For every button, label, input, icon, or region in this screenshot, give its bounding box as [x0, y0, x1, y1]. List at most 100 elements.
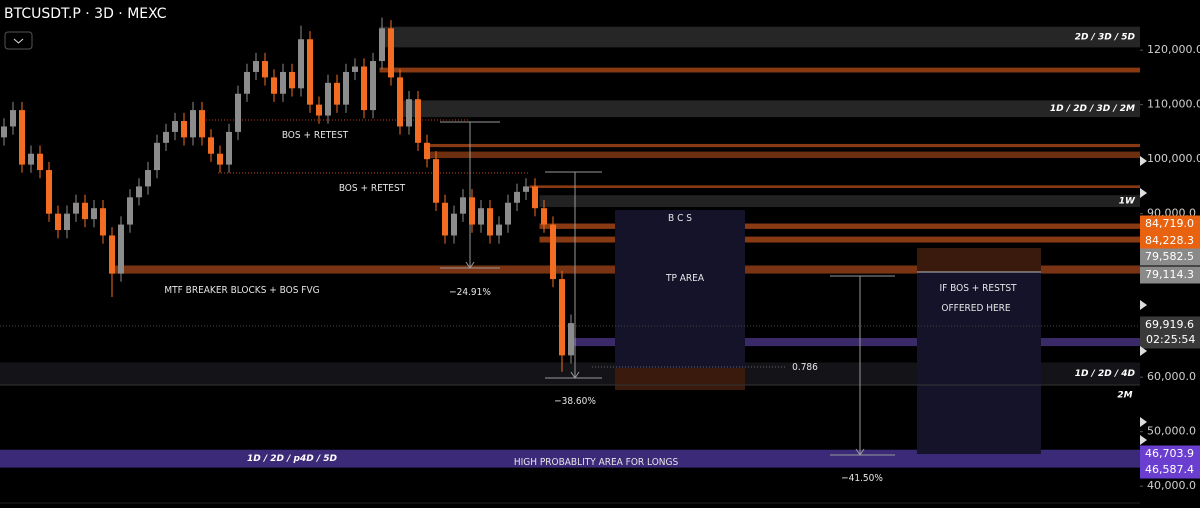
zone: [379, 67, 1141, 73]
price-label-box: [1140, 445, 1200, 463]
y-tick-label: 50,000.0: [1147, 425, 1196, 438]
zone: [429, 151, 1141, 159]
candle-body: [145, 170, 151, 187]
annotation: TP AREA: [665, 273, 705, 284]
candle-body: [199, 110, 205, 138]
candle-body: [28, 153, 34, 165]
edge-marker: [1140, 435, 1147, 445]
candle-body: [64, 213, 70, 231]
candle-body: [343, 71, 349, 105]
candle-body: [1, 126, 7, 138]
candle-body: [532, 186, 538, 209]
candle-body: [82, 202, 88, 220]
price-label: 84,719.0: [1145, 217, 1194, 230]
candle-body: [559, 279, 565, 356]
candle-body: [568, 323, 574, 356]
candle-body: [478, 208, 484, 225]
candle-body: [352, 66, 358, 72]
candle-body: [190, 110, 196, 138]
candle-body: [370, 61, 376, 111]
edge-marker: [1140, 156, 1147, 166]
zone-label: 1W: [1119, 197, 1136, 207]
price-label: 84,228.3: [1145, 234, 1194, 247]
bcs-box: [615, 210, 745, 368]
annotation: IF BOS + RESTST: [939, 283, 1017, 294]
chevron-icon: [13, 38, 24, 44]
annotation: −38.60%: [554, 396, 596, 407]
candle-body: [244, 71, 250, 94]
candle-body: [235, 93, 241, 132]
candle-body: [361, 66, 367, 111]
candle-body: [379, 28, 385, 62]
candle-body: [100, 208, 106, 236]
zone: [399, 100, 1141, 118]
candle-body: [541, 208, 547, 225]
price-label-box: [1140, 232, 1200, 250]
candle-body: [136, 186, 142, 198]
candle-body: [433, 159, 439, 203]
candle-body: [325, 82, 331, 116]
candles: [1, 17, 574, 372]
candle-body: [19, 110, 25, 165]
bos-box: [917, 248, 1041, 454]
candle-body: [289, 71, 295, 89]
candle-body: [10, 110, 16, 127]
annotation: BOS + RETEST: [339, 183, 406, 194]
edge-marker: [1140, 188, 1147, 198]
candle-body: [316, 104, 322, 116]
bos-stop: [917, 248, 1041, 272]
candle-body: [280, 71, 286, 94]
zone: [429, 143, 1141, 148]
annotation: −24.91%: [449, 287, 491, 298]
price-label-box: [1140, 215, 1200, 233]
candle-body: [262, 61, 268, 78]
bcs-stop: [615, 368, 745, 390]
collapse-button[interactable]: [4, 31, 33, 50]
symbol-title: BTCUSDT.P · 3D · MEXC: [4, 6, 167, 22]
candle-body: [469, 197, 475, 225]
y-tick-label: 40,000.0: [1147, 479, 1196, 492]
zone-label: 1D / 2D / 3D / 2M: [1050, 104, 1135, 114]
y-tick-label: 60,000.0: [1147, 370, 1196, 383]
candle-body: [271, 77, 277, 94]
price-label-box: [1140, 266, 1200, 284]
candle-body: [109, 235, 115, 274]
candle-body: [217, 153, 223, 165]
candle-body: [46, 170, 52, 214]
y-tick-label: 110,000.0: [1147, 98, 1200, 111]
candle-body: [415, 99, 421, 143]
candle-body: [496, 224, 502, 236]
annotation: HIGH PROBABLITY AREA FOR LONGS: [514, 457, 679, 468]
candle-body: [73, 202, 79, 214]
candle-body: [127, 197, 133, 225]
candle-body: [550, 224, 556, 280]
price-label: 46,703.9: [1145, 447, 1194, 460]
edge-marker: [1140, 417, 1147, 427]
zone-label: 2D / 3D / 5D: [1075, 33, 1136, 43]
annotation: BOS + RETEST: [282, 130, 349, 141]
candle-body: [397, 77, 403, 127]
candle-body: [406, 99, 412, 127]
candle-body: [208, 137, 214, 154]
candle-body: [451, 213, 457, 236]
candle-body: [37, 153, 43, 171]
edge-marker: [1140, 346, 1147, 356]
edge-marker: [1140, 300, 1147, 310]
y-tick-label: 120,000.0: [1147, 43, 1200, 56]
annotation: −41.50%: [841, 473, 883, 484]
zone: [539, 195, 1141, 208]
candle-body: [514, 191, 520, 203]
candle-body: [523, 186, 529, 192]
zone-label: 1D / 2D / 4D: [1075, 369, 1136, 379]
candle-body: [460, 197, 466, 214]
price-label: 79,114.3: [1145, 268, 1194, 281]
price-label-box: [1140, 461, 1200, 479]
candle-body: [307, 39, 313, 105]
candle-body: [181, 121, 187, 138]
candle-body: [91, 208, 97, 220]
measure: [440, 121, 895, 456]
zone: [379, 26, 1141, 48]
candle-body: [253, 61, 259, 72]
annotation: 2M: [1117, 391, 1132, 401]
